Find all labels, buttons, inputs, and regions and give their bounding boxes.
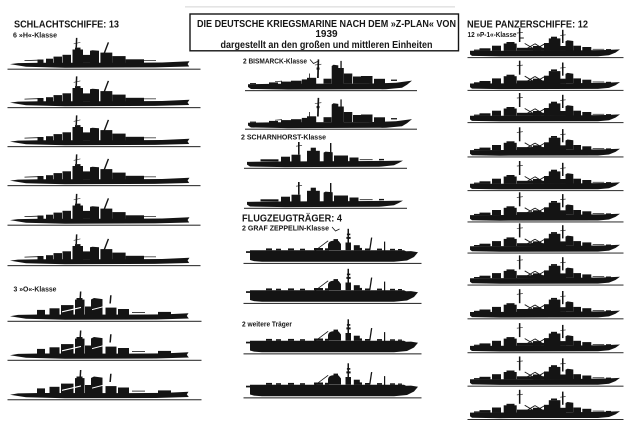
svg-text:DIE DEUTSCHE KRIEGSMARINE NACH: DIE DEUTSCHE KRIEGSMARINE NACH DEM »Z-PL… [197, 19, 456, 30]
svg-text:1939: 1939 [315, 29, 338, 40]
svg-text:6 »H«-Klasse: 6 »H«-Klasse [13, 31, 57, 40]
svg-text:2 BISMARCK-Klasse: 2 BISMARCK-Klasse [243, 57, 307, 66]
svg-text:2 SCHARNHORST-Klasse: 2 SCHARNHORST-Klasse [241, 133, 326, 142]
svg-text:12 »P-1«-Klasse: 12 »P-1«-Klasse [468, 32, 517, 39]
svg-text:2 GRAF ZEPPELIN-Klasse: 2 GRAF ZEPPELIN-Klasse [242, 224, 329, 233]
svg-text:2 weitere Träger: 2 weitere Träger [242, 320, 292, 329]
svg-text:NEUE PANZERSCHIFFE: 12: NEUE PANZERSCHIFFE: 12 [467, 20, 588, 31]
svg-text:dargestellt an den großen und: dargestellt an den großen und mittleren … [221, 40, 433, 51]
svg-text:SCHLACHTSCHIFFE: 13: SCHLACHTSCHIFFE: 13 [14, 20, 119, 31]
svg-text:FLUGZEUGTRÄGER: 4: FLUGZEUGTRÄGER: 4 [242, 212, 342, 225]
svg-text:3 »O«-Klasse: 3 »O«-Klasse [14, 285, 57, 294]
